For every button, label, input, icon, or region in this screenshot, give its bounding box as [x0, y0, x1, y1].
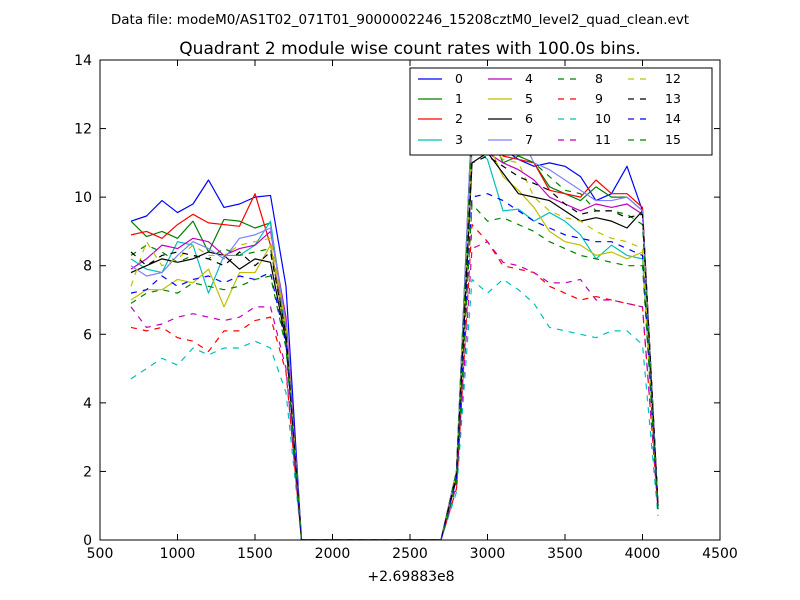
legend-label-10: 10 [595, 111, 611, 126]
x-tick-label: 4500 [702, 546, 738, 562]
data-file-label: Data file: modeM0/AS1T02_071T01_90000022… [111, 12, 689, 28]
x-tick-label: 1500 [237, 546, 273, 562]
y-tick-label: 4 [83, 396, 92, 412]
y-tick-label: 2 [83, 464, 92, 480]
chart-title: Quadrant 2 module wise count rates with … [179, 39, 640, 59]
legend-label-2: 2 [455, 111, 463, 126]
legend-label-3: 3 [455, 132, 463, 147]
legend-label-13: 13 [665, 91, 681, 106]
series-line-2 [130, 129, 659, 540]
series-line-3 [130, 145, 659, 540]
y-tick-label: 10 [74, 190, 92, 206]
legend-label-12: 12 [665, 71, 681, 86]
legend-label-11: 11 [595, 132, 611, 147]
x-tick-label: 1000 [160, 546, 196, 562]
series-line-4 [130, 145, 659, 540]
legend-label-8: 8 [595, 71, 603, 86]
series-line-13 [130, 155, 659, 540]
series-line-6 [130, 151, 659, 540]
series-line-14 [130, 193, 659, 540]
legend-label-14: 14 [665, 111, 681, 126]
legend-label-7: 7 [525, 132, 533, 147]
legend-label-5: 5 [525, 91, 533, 106]
y-tick-label: 12 [74, 122, 92, 138]
x-offset-label: +2.69883e8 [367, 569, 454, 585]
legend-label-1: 1 [455, 91, 463, 106]
series-line-7 [130, 114, 659, 540]
series-line-5 [130, 117, 659, 540]
y-tick-label: 0 [83, 533, 92, 549]
x-tick-label: 2500 [392, 546, 428, 562]
y-tick-label: 6 [83, 327, 92, 343]
series-line-11 [130, 241, 659, 540]
x-tick-label: 2000 [315, 546, 351, 562]
x-tick-label: 4000 [625, 546, 661, 562]
legend-label-15: 15 [665, 132, 681, 147]
series-line-1 [130, 117, 659, 540]
x-tick-label: 3000 [470, 546, 506, 562]
plot-area: 500 1000 1500 2000 2500 3000 3500 4000 4500 0 2 4 6 8… [74, 53, 738, 562]
y-tick-label: 8 [83, 259, 92, 275]
series-line-0 [130, 114, 659, 540]
x-tick-label: 500 [87, 546, 114, 562]
legend-label-0: 0 [455, 71, 463, 86]
y-tick-label: 14 [74, 53, 92, 69]
series-line-9 [130, 223, 659, 540]
series-line-8 [130, 127, 659, 540]
legend-label-4: 4 [525, 71, 533, 86]
series-lines [130, 114, 659, 540]
series-line-10 [130, 278, 659, 540]
legend-label-9: 9 [595, 91, 603, 106]
series-line-12 [130, 141, 659, 540]
legend-label-6: 6 [525, 111, 533, 126]
x-tick-label: 3500 [547, 546, 583, 562]
